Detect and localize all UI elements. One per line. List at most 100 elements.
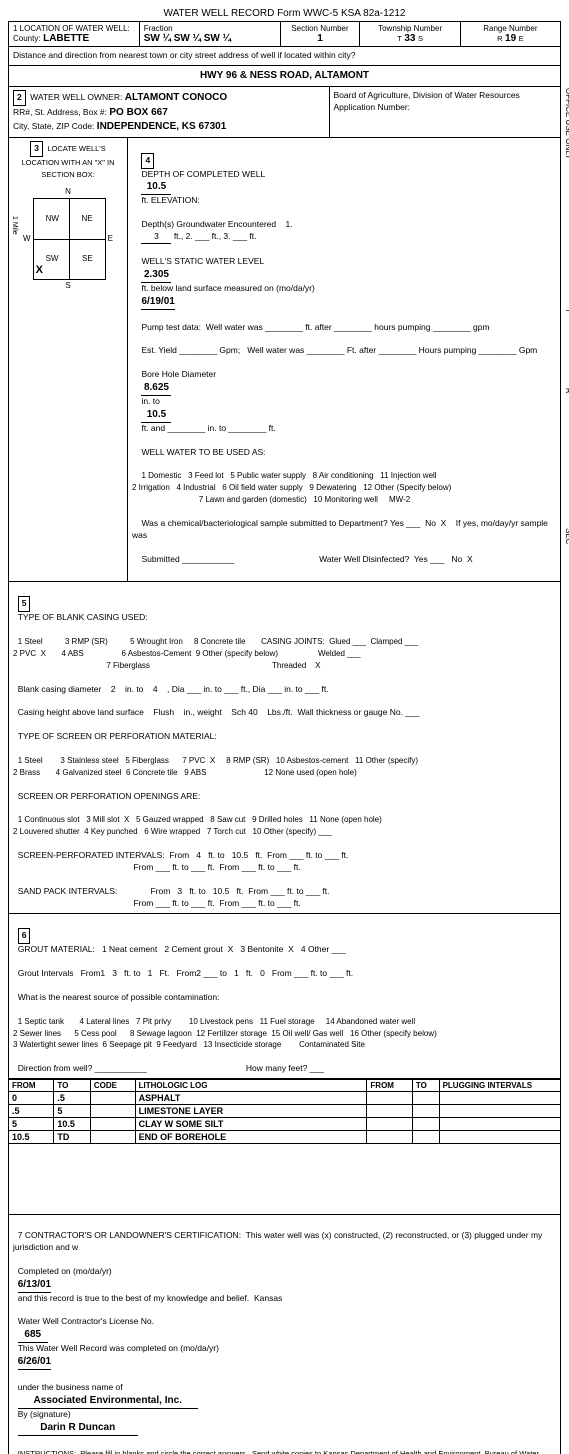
sig-label: By (signature) xyxy=(18,1409,71,1419)
log-cell xyxy=(367,1092,412,1105)
grid-ne: NE xyxy=(82,213,93,224)
log-cell: 10.5 xyxy=(54,1118,90,1131)
blank-dia: Blank casing diameter 2 in. to 4 , Dia _… xyxy=(18,684,329,694)
log-header: FROM xyxy=(9,1080,54,1092)
board: Board of Agriculture, Division of Water … xyxy=(334,90,557,102)
depth-label: DEPTH OF COMPLETED WELL xyxy=(141,169,265,179)
bore-after: ft. and ________ in. to ________ ft. xyxy=(141,423,275,433)
log-cell xyxy=(439,1092,560,1105)
side-office: OFFICE USE ONLY xyxy=(564,88,569,159)
log-header: TO xyxy=(412,1080,439,1092)
county-label: 1 LOCATION OF WATER WELL: xyxy=(13,24,135,33)
rr: PO BOX 667 xyxy=(109,107,167,118)
nearest: 1 Septic tank 4 Lateral lines 7 Pit priv… xyxy=(13,1017,437,1050)
use-label: WELL WATER TO BE USED AS: xyxy=(141,447,265,457)
log-cell: .5 xyxy=(9,1105,54,1118)
cert-title: 7 CONTRACTOR'S OR LANDOWNER'S CERTIFICAT… xyxy=(13,1230,545,1252)
log-cell xyxy=(90,1131,135,1144)
city-label: City, State, ZIP Code: xyxy=(13,121,94,131)
est-yield: Est. Yield ________ Gpm; Well water was … xyxy=(141,345,537,355)
log-cell: 5 xyxy=(9,1118,54,1131)
business: Associated Environmental, Inc. xyxy=(18,1394,198,1409)
log-cell xyxy=(439,1131,560,1144)
range-label: Range Number xyxy=(465,24,556,33)
grid-sw: SW xyxy=(46,253,59,264)
submitted: Submitted ___________ Water Well Disinfe… xyxy=(141,554,472,564)
side-sec: SEC xyxy=(564,528,569,544)
county-word: County: xyxy=(13,34,41,43)
log-cell: CLAY W SOME SILT xyxy=(135,1118,367,1131)
grid-e: E xyxy=(108,233,113,244)
log-cell xyxy=(90,1092,135,1105)
grid-mile: 1 Mile xyxy=(9,216,19,235)
sec4-num: 4 xyxy=(141,153,154,169)
fraction-label: Fraction xyxy=(144,24,276,33)
fraction: SW ¼ SW ¼ SW ¼ xyxy=(144,33,231,44)
section-grid: NW NE SW SE X xyxy=(33,198,106,280)
owner-label: WATER WELL OWNER: xyxy=(30,92,122,102)
record-date-label: This Water Well Record was completed on … xyxy=(18,1343,219,1353)
log-cell: LIMESTONE LAYER xyxy=(135,1105,367,1118)
city: INDEPENDENCE, KS 67301 xyxy=(97,121,227,132)
sand-int: SAND PACK INTERVALS: From 3 ft. to 10.5 … xyxy=(13,886,330,908)
uses: 1 Domestic 3 Feed lot 5 Public water sup… xyxy=(132,471,451,504)
cert-date-label: Completed on (mo/da/yr) xyxy=(18,1266,112,1276)
gw1: 3 xyxy=(141,231,171,244)
log-cell xyxy=(412,1092,439,1105)
t-prefix: T xyxy=(397,34,402,43)
chem: Was a chemical/bacteriological sample su… xyxy=(132,518,550,540)
grid-nw: NW xyxy=(46,213,59,224)
range: 19 xyxy=(505,33,516,44)
bore-depth: 10.5 xyxy=(141,408,171,423)
record-date: 6/26/01 xyxy=(18,1355,51,1370)
license-label: Water Well Contractor's License No. xyxy=(18,1316,154,1326)
grid-x: X xyxy=(36,263,43,278)
gw-label: Depth(s) Groundwater Encountered 1. xyxy=(141,219,292,229)
swl-after: ft. below land surface measured on (mo/d… xyxy=(141,283,314,293)
log-header: CODE xyxy=(90,1080,135,1092)
log-cell: TD xyxy=(54,1131,90,1144)
side-t: T xyxy=(564,308,569,313)
section: 1 xyxy=(317,33,323,44)
sec5-num: 5 xyxy=(18,596,31,612)
log-cell: .5 xyxy=(54,1092,90,1105)
distance-label: Distance and direction from nearest town… xyxy=(13,50,356,62)
bore-label: Bore Hole Diameter xyxy=(141,369,216,379)
grid-n: N xyxy=(23,186,113,197)
section-label: Section Number xyxy=(285,24,356,33)
owner: ALTAMONT CONOCO xyxy=(125,92,227,103)
swl-label: WELL'S STATIC WATER LEVEL xyxy=(141,256,264,266)
log-cell xyxy=(90,1105,135,1118)
log-header: FROM xyxy=(367,1080,412,1092)
nearest-title: What is the nearest source of possible c… xyxy=(18,992,220,1002)
county: LABETTE xyxy=(43,33,89,44)
log-cell xyxy=(90,1118,135,1131)
township-label: Township Number xyxy=(364,24,455,33)
log-cell xyxy=(367,1105,412,1118)
bore-to: in. to xyxy=(141,396,159,406)
license: 685 xyxy=(18,1328,48,1343)
log-header: TO xyxy=(54,1080,90,1092)
log-cell: END OF BOREHOLE xyxy=(135,1131,367,1144)
range-dir: E xyxy=(519,34,524,43)
location-row: 1 LOCATION OF WATER WELL: County: LABETT… xyxy=(8,21,561,47)
lithologic-log-table: FROMTOCODELITHOLOGIC LOGFROMTOPLUGGING I… xyxy=(8,1079,561,1144)
log-cell xyxy=(439,1118,560,1131)
log-cell: 0 xyxy=(9,1092,54,1105)
direction: Direction from well? ___________ How man… xyxy=(18,1063,324,1073)
table-row: 10.5TDEND OF BOREHOLE xyxy=(9,1131,561,1144)
log-cell xyxy=(412,1105,439,1118)
sec3-num: 3 xyxy=(30,141,43,157)
township-dir: S xyxy=(418,34,423,43)
sec6-num: 6 xyxy=(18,928,31,944)
log-cell: 5 xyxy=(54,1105,90,1118)
form-title: WATER WELL RECORD Form WWC-5 KSA 82a-121… xyxy=(8,8,561,19)
table-row: .55 LIMESTONE LAYER xyxy=(9,1105,561,1118)
casing-opts: 1 Steel 3 RMP (SR) 5 Wrought Iron 8 Conc… xyxy=(13,637,418,670)
appno: Application Number: xyxy=(334,102,557,114)
address: HWY 96 & NESS ROAD, ALTAMONT xyxy=(8,65,561,87)
log-cell: ASPHALT xyxy=(135,1092,367,1105)
grid-se: SE xyxy=(82,253,93,264)
log-cell xyxy=(367,1131,412,1144)
grout-title: GROUT MATERIAL: 1 Neat cement 2 Cement g… xyxy=(18,944,346,954)
